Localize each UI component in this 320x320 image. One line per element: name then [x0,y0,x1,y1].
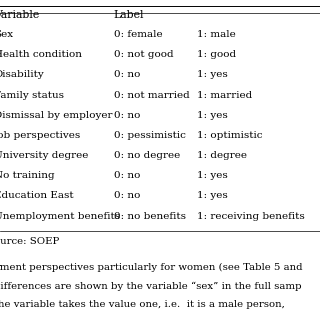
Text: 0: no: 0: no [114,171,140,180]
Text: 0: not married: 0: not married [114,91,189,100]
Text: ource: SOEP: ource: SOEP [0,237,60,246]
Text: 0: no: 0: no [114,70,140,79]
Text: 1: yes: 1: yes [197,111,228,120]
Text: 1: optimistic: 1: optimistic [197,131,262,140]
Text: 0: no benefits: 0: no benefits [114,212,186,220]
Text: 1: male: 1: male [197,30,236,39]
Text: 1: yes: 1: yes [197,70,228,79]
Text: 0: no: 0: no [114,191,140,200]
Text: 1: receiving benefits: 1: receiving benefits [197,212,305,220]
Text: 1: degree: 1: degree [197,151,247,160]
Text: Label: Label [114,10,144,20]
Text: Variable: Variable [0,10,39,20]
Text: 1: yes: 1: yes [197,191,228,200]
Text: 1: yes: 1: yes [197,171,228,180]
Text: 1: good: 1: good [197,50,236,59]
Text: 0: female: 0: female [114,30,162,39]
Text: 0: pessimistic: 0: pessimistic [114,131,186,140]
Text: yment perspectives particularly for women (see Table 5 and: yment perspectives particularly for wome… [0,263,303,272]
Text: 0: no: 0: no [114,111,140,120]
Text: Sex: Sex [0,30,13,39]
Text: Health condition: Health condition [0,50,82,59]
Text: 0: no degree: 0: no degree [114,151,180,160]
Text: Disability: Disability [0,70,44,79]
Text: Family status: Family status [0,91,64,100]
Text: differences are shown by the variable “sex” in the full samp: differences are shown by the variable “s… [0,282,302,291]
Text: No training: No training [0,171,55,180]
Text: Education East: Education East [0,191,74,200]
Text: the variable takes the value one, i.e.  it is a male person,: the variable takes the value one, i.e. i… [0,300,285,309]
Text: University degree: University degree [0,151,89,160]
Text: Dismissal by employer: Dismissal by employer [0,111,113,120]
Text: Unemployment benefits: Unemployment benefits [0,212,120,220]
Text: 1: married: 1: married [197,91,252,100]
Text: 0: not good: 0: not good [114,50,173,59]
Text: Job perspectives: Job perspectives [0,131,82,140]
